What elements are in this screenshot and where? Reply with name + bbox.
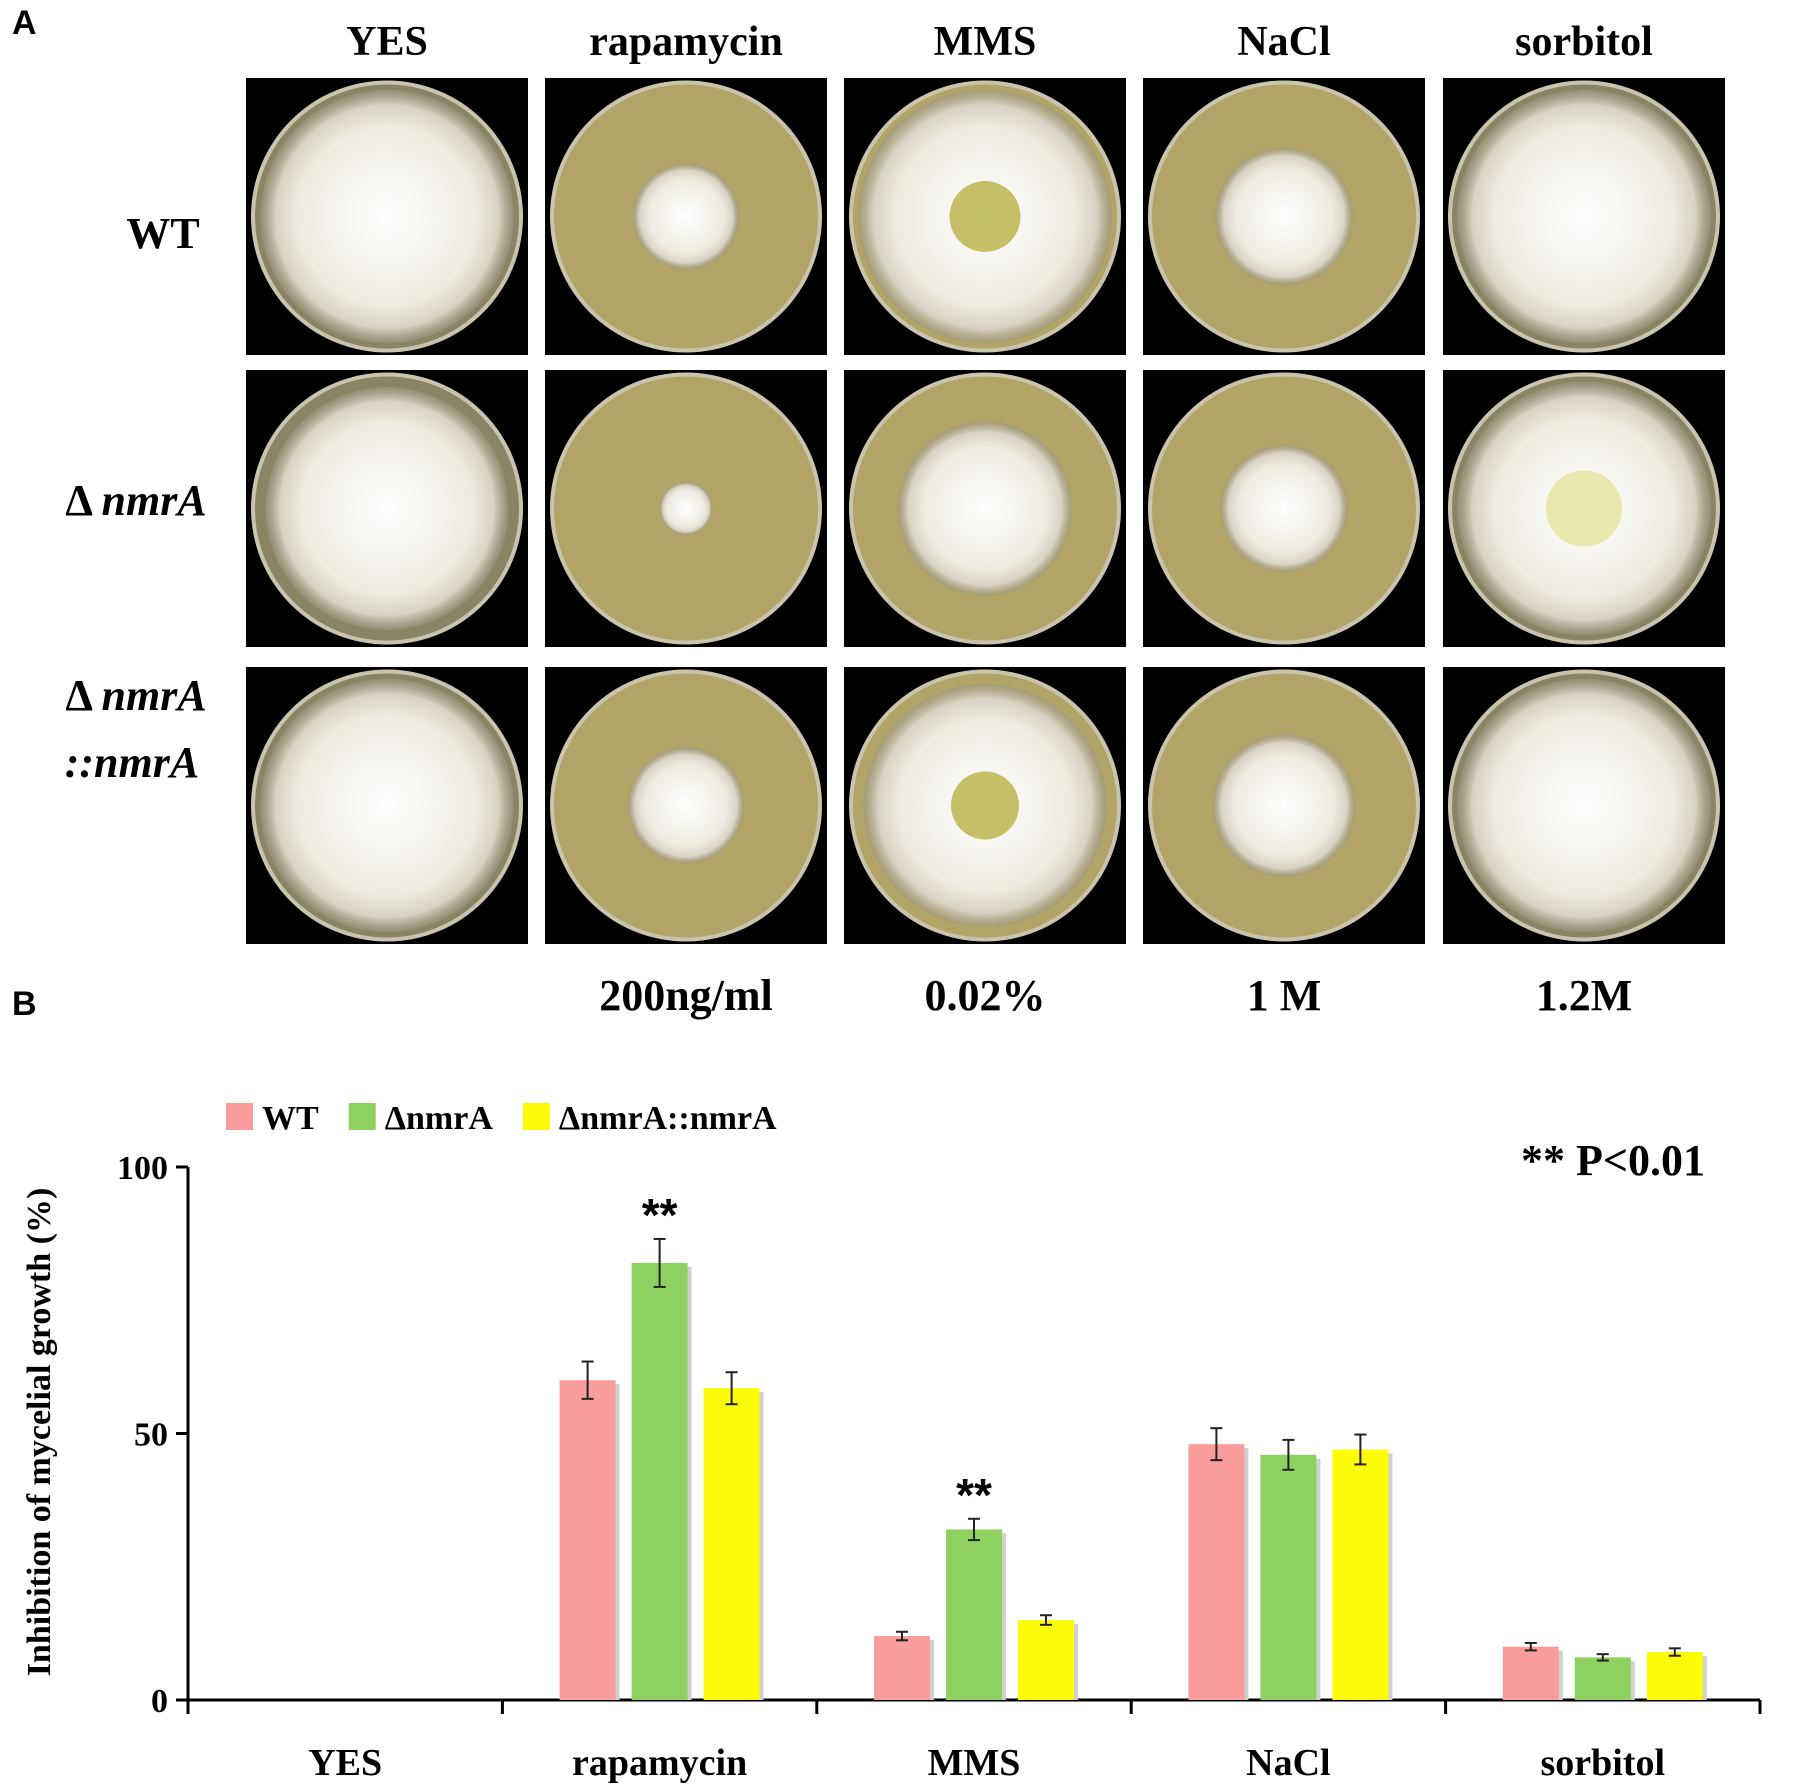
plate-cell: [545, 667, 827, 944]
significance-marker: **: [956, 1469, 992, 1521]
strain-label-wt: WT: [126, 209, 199, 258]
x-tick-label: sorbitol: [1541, 1742, 1666, 1784]
colony: [1457, 89, 1711, 344]
colony: [260, 678, 514, 933]
strain-label-complement: Δ nmrA: [65, 671, 206, 720]
panel-b-letter: B: [12, 985, 37, 1023]
bar: [559, 1380, 616, 1700]
y-axis-label: Inhibition of mycelial growth (%): [21, 1188, 58, 1677]
condition-header: sorbitol: [1515, 19, 1653, 65]
mutant-name: nmrA: [102, 476, 207, 525]
x-tick-label: MMS: [928, 1742, 1021, 1784]
bar: [1646, 1652, 1703, 1700]
complement-name: nmrA: [102, 671, 207, 720]
legend-swatch: [522, 1103, 550, 1130]
colony: [627, 747, 745, 864]
strain-label-mutant: Δ nmrA: [65, 476, 206, 525]
bar: [1574, 1657, 1631, 1700]
condition-header: YES: [346, 19, 428, 65]
bar: [946, 1529, 1002, 1700]
bar: [1502, 1646, 1559, 1700]
concentration-label: 200ng/ml: [599, 971, 773, 1020]
concentration-label: 1.2M: [1536, 971, 1633, 1020]
colony: [1457, 678, 1711, 933]
delta-symbol: Δ: [65, 671, 101, 720]
bar: [631, 1262, 688, 1700]
plate-cell: [844, 370, 1126, 647]
concentration-label: 1 M: [1247, 971, 1322, 1020]
plate-cell: [1443, 78, 1725, 355]
plate-cell: [246, 667, 528, 944]
concentration-label: 0.02%: [925, 971, 1046, 1020]
legend-swatch: [226, 1103, 253, 1130]
colony-center: [949, 181, 1021, 252]
plate-cell: [545, 78, 827, 355]
panel-a-letter: A: [12, 4, 37, 42]
x-tick-label: rapamycin: [572, 1742, 747, 1784]
plate-cell: [1443, 667, 1725, 944]
bar-chart: 0 50 100 Inhibition of mycelial growth (%) Y…: [21, 1100, 1762, 1784]
bar: [703, 1388, 760, 1700]
bar: [1188, 1444, 1245, 1700]
significance-marker: **: [642, 1189, 678, 1241]
legend-label: ΔnmrA::nmrA: [559, 1100, 777, 1137]
colony: [633, 163, 739, 270]
x-tick-label: NaCl: [1246, 1742, 1330, 1784]
bar: [874, 1636, 930, 1700]
plate-cell: [1143, 370, 1425, 647]
colony: [1220, 445, 1348, 572]
plate-cell: [246, 370, 528, 647]
y-tick-label: 0: [151, 1683, 168, 1720]
y-tick-label: 100: [117, 1150, 168, 1187]
plate-cell: [246, 78, 528, 355]
condition-header: rapamycin: [589, 19, 783, 65]
delta-symbol: Δ: [65, 476, 101, 525]
condition-header: MMS: [934, 19, 1037, 65]
legend-swatch: [348, 1103, 376, 1130]
plate-cell: [844, 78, 1126, 355]
colony: [265, 387, 509, 630]
condition-header: NaCl: [1237, 19, 1330, 65]
colony-center: [950, 771, 1020, 840]
colony: [1212, 734, 1356, 877]
x-tick-label: YES: [308, 1742, 382, 1784]
legend-label: ΔnmrA: [385, 1100, 494, 1137]
plate-panel: YES rapamycin MMS NaCl sorbitol 200ng/ml 0.02%…: [65, 19, 1725, 1020]
y-tick-label: 50: [134, 1417, 168, 1454]
bar: [1332, 1449, 1389, 1700]
plate-cell: [1143, 667, 1425, 944]
plate-cell: [844, 667, 1126, 944]
complement-suffix: ::nmrA: [65, 738, 199, 787]
colony: [1215, 147, 1353, 286]
plate-cell: [1143, 78, 1425, 355]
plate-cell: [545, 370, 827, 647]
colony: [897, 421, 1073, 596]
bar: [1260, 1454, 1317, 1700]
colony: [260, 89, 514, 344]
plate-cell: [1443, 370, 1725, 647]
legend-label: WT: [262, 1100, 319, 1137]
colony: [659, 482, 713, 535]
bar: [1018, 1620, 1074, 1700]
colony-center: [1545, 470, 1623, 547]
p-value-annotation: ** P<0.01: [1521, 1136, 1705, 1185]
